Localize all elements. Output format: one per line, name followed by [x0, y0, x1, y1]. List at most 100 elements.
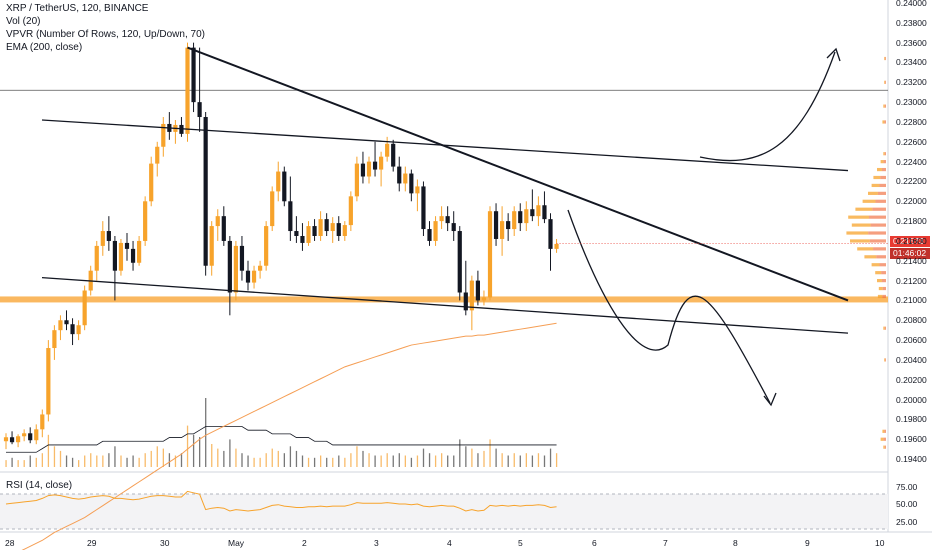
price-tick-label: 0.22400 [896, 156, 927, 167]
candle-body [161, 123, 166, 147]
price-tick-label: 0.20000 [896, 394, 927, 405]
date-tick-label: 7 [663, 538, 668, 548]
volume-bar [53, 446, 56, 467]
volume-bar [471, 448, 473, 467]
price-tick-label: 0.20600 [896, 335, 927, 346]
candle-body [203, 117, 208, 266]
vpvr-bar-up [851, 223, 871, 227]
vol-indicator-label[interactable]: Vol (20) [6, 16, 41, 27]
price-tick-label: 0.19400 [896, 454, 927, 465]
candle-body [451, 223, 456, 232]
volume-bar [392, 455, 394, 467]
volume-bar [35, 457, 37, 467]
volume-bar [362, 450, 364, 467]
price-tick-label: 0.19800 [896, 414, 927, 425]
candle-body [536, 205, 541, 217]
candle-body [324, 219, 329, 232]
candle-body [149, 163, 154, 202]
date-tick-label: 8 [733, 538, 738, 548]
candle-body [493, 211, 499, 239]
date-tick-label: 28 [5, 538, 15, 548]
vpvr-bar-up [862, 199, 876, 203]
candle-body [3, 437, 9, 442]
volume-bar [489, 439, 491, 467]
candle-body [52, 330, 57, 349]
vpvr-bar-down [883, 160, 886, 164]
volume-bar [295, 450, 298, 467]
volume-bar [192, 434, 195, 467]
volume-ma-line [6, 426, 557, 453]
volume-bar [313, 457, 316, 467]
vpvr-bar-up [883, 152, 885, 156]
volume-bar [223, 450, 225, 467]
candle-body [457, 231, 462, 293]
support-band [0, 296, 888, 303]
candle-body [22, 433, 27, 437]
ema-indicator-label[interactable]: EMA (200, close) [6, 42, 83, 53]
volume-bar [320, 455, 322, 467]
countdown-tag: 01:46:02 [890, 248, 930, 259]
vpvr-bar-down [881, 271, 886, 275]
candle-body [179, 124, 184, 134]
candle-body [245, 270, 251, 283]
volume-bar [555, 453, 558, 467]
candle-body [354, 163, 359, 197]
rsi-tick-label: 25.00 [896, 516, 918, 527]
volume-bar [174, 455, 177, 467]
vpvr-bar-up [883, 445, 885, 449]
candle-body [463, 292, 468, 311]
vpvr-bar-down [885, 358, 886, 362]
volume-bar [483, 450, 485, 467]
candle-body [506, 221, 511, 230]
volume-bar [229, 439, 231, 467]
candle-body [16, 436, 21, 443]
candle-body [421, 186, 426, 230]
vpvr-bar-up [883, 104, 885, 108]
rsi-indicator-label[interactable]: RSI (14, close) [6, 480, 73, 491]
candle-body [9, 437, 15, 443]
vpvr-bar-up [850, 239, 870, 243]
volume-bar [138, 457, 140, 467]
volume-bar [265, 453, 267, 467]
candle-body [94, 245, 99, 271]
upper-channel-line [41, 119, 849, 172]
vpvr-bar-down [883, 437, 886, 441]
candle-body [518, 211, 523, 224]
volume-bar [71, 457, 74, 467]
vpvr-bar-down [868, 215, 886, 219]
candle-body [143, 201, 148, 241]
candle-body [118, 242, 124, 271]
vpvr-bar-up [884, 80, 886, 84]
volume-bar [404, 455, 406, 467]
candle-body [379, 156, 384, 170]
vpvr-bar-down [882, 294, 886, 299]
volume-bar [41, 453, 43, 467]
bullish-projection-arrow [699, 51, 836, 162]
volume-bar [211, 444, 213, 467]
symbol-title[interactable]: XRP / TetherUS, 120, BINANCE [6, 3, 149, 14]
vpvr-bar-down [872, 207, 886, 211]
volume-bar [465, 446, 467, 467]
candle-body [233, 245, 238, 293]
candle-body [28, 433, 33, 441]
vpvr-bar-up [878, 286, 883, 291]
candle-body [40, 414, 45, 430]
candle-body [294, 231, 299, 236]
candle-body [155, 146, 160, 164]
candle-body [391, 143, 396, 167]
volume-bar [162, 448, 164, 467]
rsi-tick-label: 75.00 [896, 481, 918, 492]
vpvr-bar-down [877, 191, 886, 195]
lower-channel-line [41, 276, 849, 334]
candle-body [336, 223, 341, 236]
volume-bar [108, 453, 110, 467]
vpvr-bar-down [868, 231, 886, 235]
date-tick-label: 30 [160, 538, 170, 548]
vpvr-indicator-label[interactable]: VPVR (Number Of Rows, 120, Up/Down, 70) [6, 29, 205, 40]
volume-bar [199, 437, 201, 467]
candle-body [239, 245, 245, 271]
volume-bar [78, 460, 80, 467]
rsi-tick-label: 50.00 [896, 499, 918, 509]
